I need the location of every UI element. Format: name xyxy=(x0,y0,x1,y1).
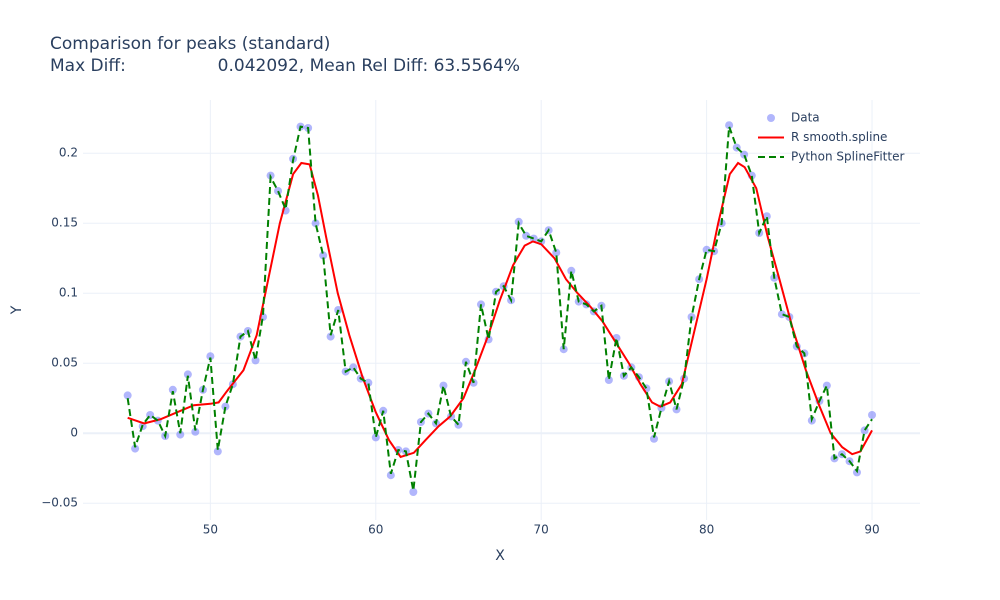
data-point xyxy=(567,266,576,275)
data-point xyxy=(131,444,140,453)
y-tick-label: 0.1 xyxy=(59,286,78,300)
data-point xyxy=(183,370,192,379)
legend-label: Data xyxy=(791,111,820,125)
series-line xyxy=(126,125,873,491)
x-axis-title: X xyxy=(495,548,505,564)
y-tick-label: 0.05 xyxy=(51,356,78,370)
x-tick-label: 90 xyxy=(864,523,879,537)
y-tick-label: 0.2 xyxy=(59,146,78,160)
x-tick-label: 50 xyxy=(203,523,218,537)
data-point xyxy=(868,411,877,419)
legend-label: R smooth.spline xyxy=(791,130,887,144)
data-point xyxy=(822,381,831,390)
data-point xyxy=(176,430,185,439)
data-point xyxy=(221,402,230,411)
data-point xyxy=(386,471,395,480)
data-point xyxy=(251,356,260,365)
chart-title: Comparison for peaks (standard) xyxy=(50,34,330,54)
data-point xyxy=(522,231,531,240)
legend-marker xyxy=(767,114,775,122)
data-point xyxy=(439,381,448,390)
y-tick-label: −0.05 xyxy=(41,496,78,510)
data-point xyxy=(274,187,283,195)
x-tick-label: 60 xyxy=(368,523,383,537)
data-point xyxy=(371,433,380,442)
data-point xyxy=(702,245,711,254)
series-line xyxy=(127,161,873,459)
data-point xyxy=(552,248,561,257)
data-point xyxy=(213,447,222,456)
data-point xyxy=(777,310,786,319)
data-point xyxy=(319,251,328,260)
data-point xyxy=(168,385,177,394)
data-point xyxy=(740,150,749,159)
data-point xyxy=(604,376,613,384)
data-point xyxy=(725,121,734,130)
y-tick-label: 0.15 xyxy=(51,216,78,230)
data-point xyxy=(762,212,771,221)
y-tick-label: 0 xyxy=(70,426,78,440)
data-point xyxy=(311,219,320,228)
y-axis-title: Y xyxy=(9,305,25,315)
x-tick-label: 70 xyxy=(534,523,549,537)
chart-subtitle: Max Diff: 0.042092, Mean Rel Diff: 63.55… xyxy=(50,56,520,76)
data-point xyxy=(191,427,200,436)
legend-label: Python SplineFitter xyxy=(791,150,904,164)
data-point xyxy=(206,352,215,361)
x-tick-label: 80 xyxy=(699,523,714,537)
data-point xyxy=(326,332,335,341)
data-point xyxy=(123,391,132,400)
data-point xyxy=(409,488,418,496)
data-point xyxy=(650,434,659,443)
data-point xyxy=(529,234,538,243)
